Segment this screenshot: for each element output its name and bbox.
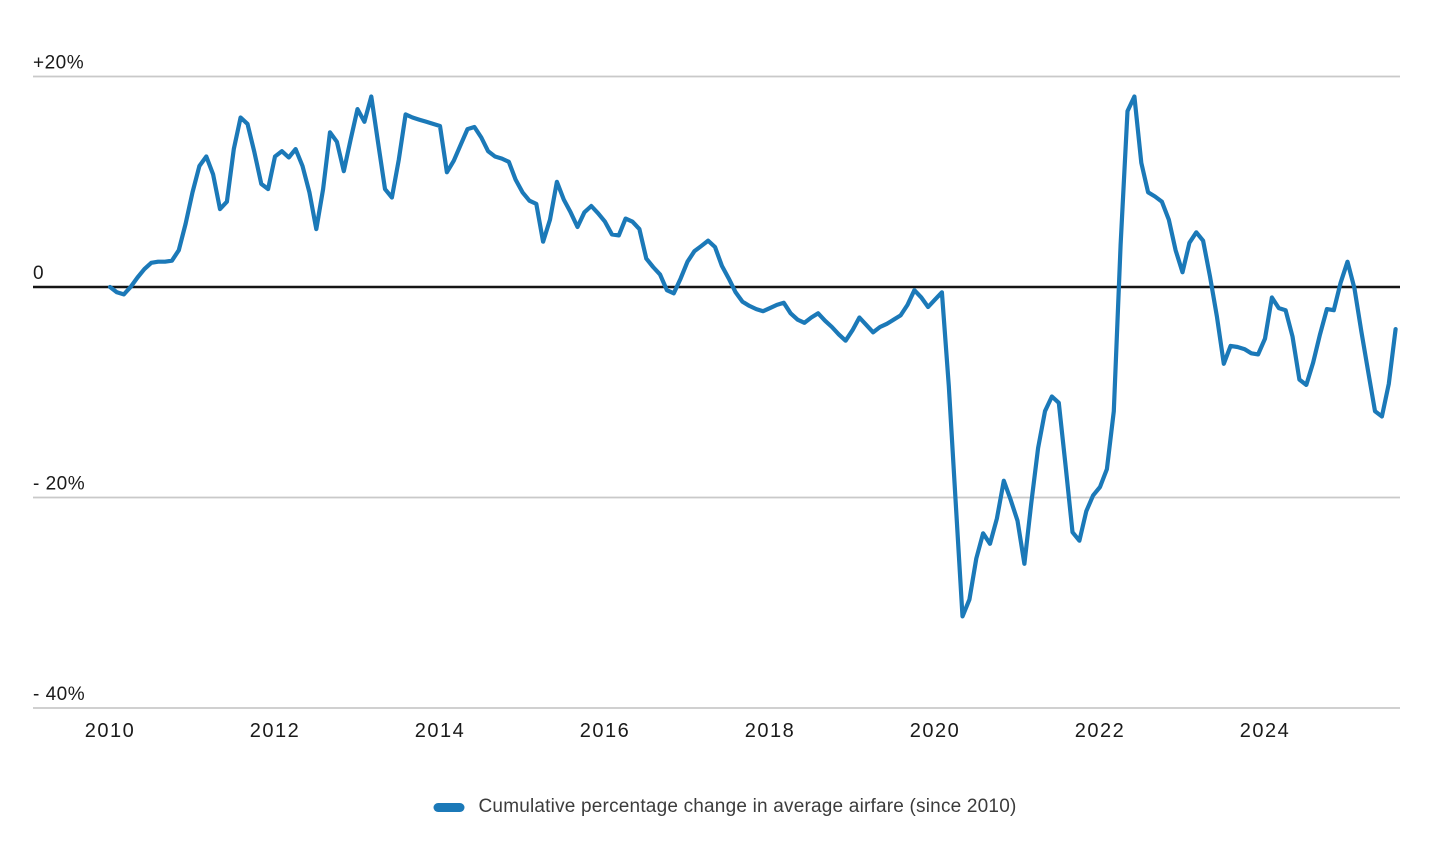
airfare-line-series: [107, 94, 1398, 619]
y-axis-labels: +20% 0 - 20% - 40%: [33, 53, 85, 706]
x-tick-label-2020: 2020: [910, 720, 961, 742]
x-tick-label-2018: 2018: [745, 720, 796, 742]
gridlines: [33, 75, 1400, 709]
data-series: [107, 94, 1398, 619]
y-tick-label-0: 0: [33, 263, 44, 284]
x-tick-label-2014: 2014: [415, 720, 466, 742]
y-tick-label--20: - 20%: [33, 474, 85, 495]
x-tick-label-2024: 2024: [1240, 720, 1291, 742]
x-tick-label-2016: 2016: [580, 720, 631, 742]
legend-label: Cumulative percentage change in average …: [478, 796, 1017, 817]
chart-legend: Cumulative percentage change in average …: [433, 796, 1017, 818]
x-tick-label-2010: 2010: [85, 720, 136, 742]
y-tick-label-20: +20%: [33, 53, 84, 74]
x-tick-label-2012: 2012: [250, 720, 301, 742]
y-tick-label--40: - 40%: [33, 684, 85, 705]
x-axis-labels: 2010 2012 2014 2016 2018 2020 2022 2024: [85, 720, 1291, 742]
x-tick-label-2022: 2022: [1075, 720, 1126, 742]
legend-line-swatch: [433, 802, 465, 812]
